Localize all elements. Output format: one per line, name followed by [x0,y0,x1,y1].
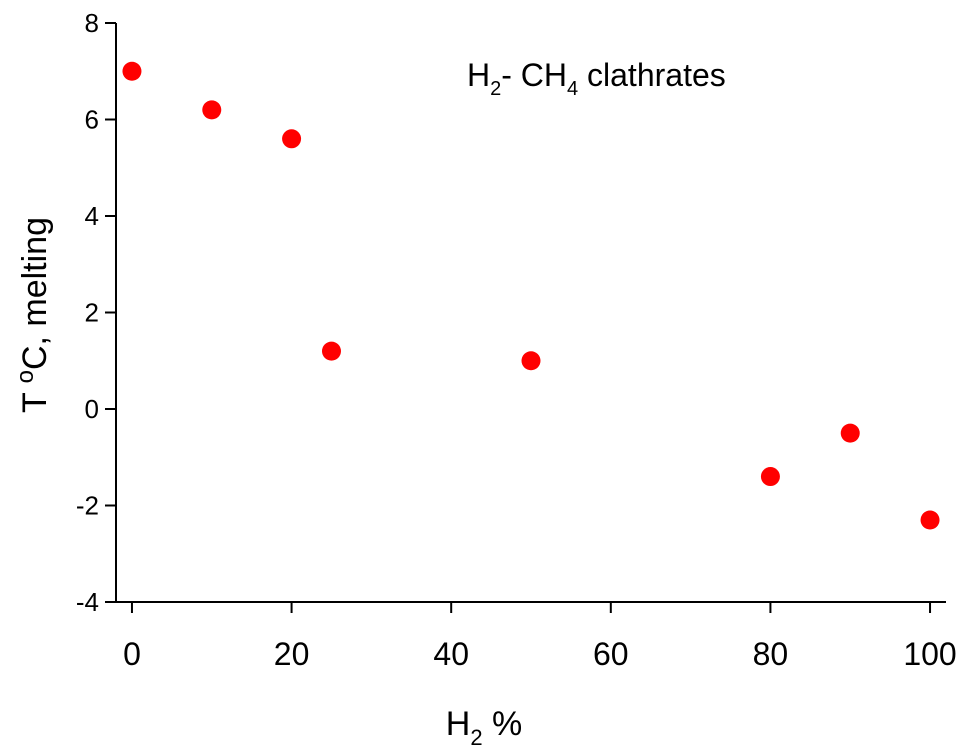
data-points [122,61,940,530]
y-tick-label: 2 [85,298,99,328]
data-point [521,351,541,371]
y-tick-label: -4 [76,587,99,617]
x-tick-label: 80 [753,636,789,672]
data-point [282,129,302,149]
data-point [202,100,222,120]
y-tick-label: 6 [85,105,99,135]
chart-annotation: H2- CH4 clathrates [467,57,726,100]
data-point [840,423,860,443]
x-tick-label: 100 [903,636,956,672]
data-point [122,61,142,81]
y-tick-label: -2 [76,491,99,521]
y-axis-label: T oC, melting [12,217,54,413]
x-axis-label: H2 % [446,705,523,750]
x-tick-label: 60 [593,636,629,672]
data-point [760,467,780,487]
y-tick-label: 8 [85,8,99,38]
y-tick-label: 0 [85,394,99,424]
data-point [321,341,341,361]
x-tick-label: 40 [433,636,469,672]
x-tick-label: 20 [274,636,310,672]
data-point [920,510,940,530]
y-tick-label: 4 [85,201,99,231]
x-tick-label: 0 [123,636,141,672]
